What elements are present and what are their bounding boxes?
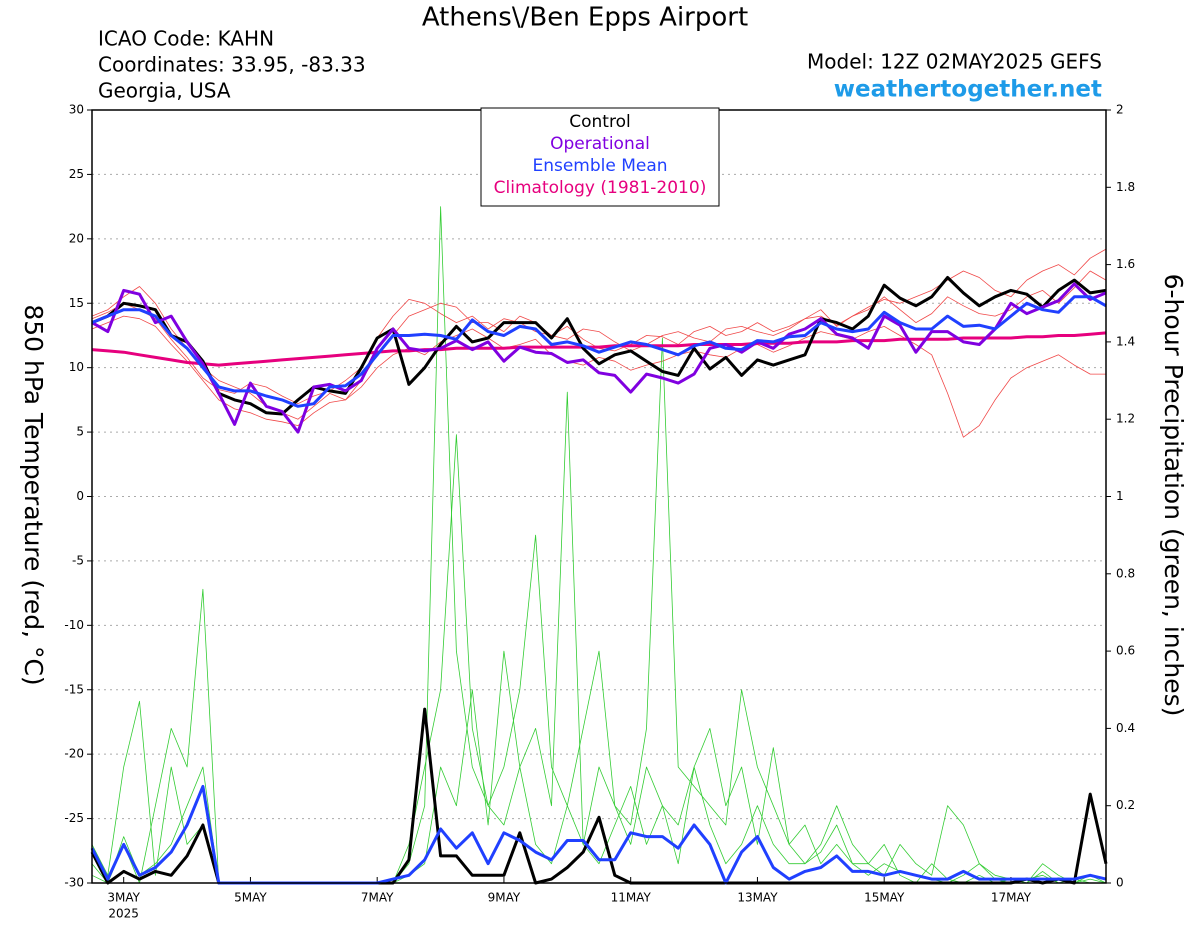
precip-line xyxy=(91,206,1106,884)
legend-entry: Control xyxy=(569,112,630,132)
model-label: Model: 12Z 02MAY2025 GEFS xyxy=(807,50,1102,74)
y2-tick-label: 1 xyxy=(1116,489,1124,503)
y-tick-label: -25 xyxy=(64,811,84,825)
x-tick-label: 11MAY xyxy=(611,891,652,905)
temp-line xyxy=(91,315,1106,438)
y2-tick-label: 0 xyxy=(1116,876,1124,890)
temp-line xyxy=(91,248,1107,420)
y2-tick-label: 0.4 xyxy=(1116,721,1135,735)
x-tick-label: 5MAY xyxy=(234,891,267,905)
temp-line xyxy=(91,331,1107,367)
y-tick-label: 30 xyxy=(69,103,84,117)
info-line: Coordinates: 33.95, -83.33 xyxy=(98,53,366,77)
y-tick-label: 20 xyxy=(69,231,84,245)
y2-tick-label: 1.4 xyxy=(1116,334,1135,348)
x-tick-label: 3MAY xyxy=(107,891,140,905)
info-line: ICAO Code: KAHN xyxy=(98,27,274,51)
precip-line xyxy=(90,707,1108,885)
y2-tick-label: 1.8 xyxy=(1116,180,1135,194)
chart-title: Athens\/Ben Epps Airport xyxy=(422,3,748,33)
site-label: weathertogether.net xyxy=(834,77,1102,103)
y-tick-label: 15 xyxy=(69,296,84,310)
y2-tick-label: 0.6 xyxy=(1116,644,1135,658)
y2-tick-label: 1.6 xyxy=(1116,257,1135,271)
legend-entry: Climatology (1981-2010) xyxy=(494,178,707,198)
y-tick-label: 0 xyxy=(76,489,84,503)
y-tick-label: 10 xyxy=(69,360,84,374)
temp-line xyxy=(91,295,1107,408)
y2-tick-label: 1.2 xyxy=(1116,412,1135,426)
x-tick-label: 17MAY xyxy=(991,891,1032,905)
precip-line xyxy=(90,784,1107,885)
y2-tick-label: 0.8 xyxy=(1116,566,1135,580)
x-tick-label: 15MAY xyxy=(864,891,905,905)
precip-line xyxy=(91,434,1107,884)
y-axis-title: 850 hPa Temperature (red, °C) xyxy=(19,304,48,685)
temp-line xyxy=(91,282,1107,434)
x-year-label: 2025 xyxy=(108,907,139,921)
y-tick-label: -10 xyxy=(64,618,84,632)
temp-line xyxy=(91,276,1107,416)
y2-tick-label: 2 xyxy=(1116,103,1124,117)
x-tick-label: 9MAY xyxy=(488,891,521,905)
y2-tick-label: 0.2 xyxy=(1116,798,1135,812)
legend-entry: Ensemble Mean xyxy=(532,156,667,176)
info-line: Georgia, USA xyxy=(98,79,231,103)
y-tick-label: -30 xyxy=(64,876,84,890)
legend-box xyxy=(480,107,720,207)
precip-line xyxy=(91,337,1107,884)
y-tick-label: -5 xyxy=(72,553,84,567)
legend-entry: Operational xyxy=(550,134,650,154)
plot-area xyxy=(90,206,1108,885)
y-tick-label: 5 xyxy=(76,425,84,439)
x-tick-label: 13MAY xyxy=(737,891,778,905)
x-tick-label: 7MAY xyxy=(361,891,394,905)
y2-axis-title: 6-hour Precipitation (green, inches) xyxy=(1159,274,1188,717)
y-tick-label: -15 xyxy=(64,682,84,696)
y-tick-label: 25 xyxy=(69,167,84,181)
y-tick-label: -20 xyxy=(64,747,84,761)
